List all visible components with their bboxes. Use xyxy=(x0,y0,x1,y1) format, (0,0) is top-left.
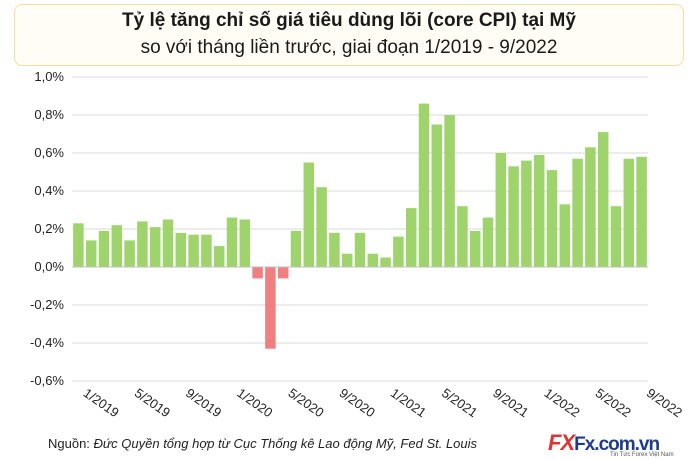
x-tick-label: 9/2022 xyxy=(644,385,685,420)
bar xyxy=(469,230,481,267)
bar xyxy=(213,246,225,267)
bar xyxy=(623,158,635,267)
x-tick-label: 9/2019 xyxy=(183,385,224,420)
y-tick-label: -0,6% xyxy=(30,373,64,388)
source-prefix: Nguồn: xyxy=(48,436,94,451)
x-tick-label: 9/2021 xyxy=(490,385,531,420)
bar xyxy=(367,253,379,267)
x-tick-label: 5/2020 xyxy=(285,385,326,420)
bar xyxy=(354,232,366,267)
logo-tagline: Tin Tức Forex Việt Nam xyxy=(610,452,674,458)
bar xyxy=(201,234,212,267)
bar xyxy=(405,208,417,267)
bar xyxy=(393,236,404,267)
logo-brand-text: Fx.com.vn xyxy=(574,434,660,455)
fx-logo: FXFx.com.vn Tin Tức Forex Việt Nam xyxy=(548,430,698,458)
bar xyxy=(546,170,558,267)
bar xyxy=(162,219,174,267)
chart-title-box: Tỷ lệ tăng chỉ số giá tiêu dùng lõi (cor… xyxy=(14,4,684,66)
logo-mark: FX xyxy=(548,430,575,455)
x-tick-label: 1/2020 xyxy=(234,385,275,420)
bar xyxy=(444,115,455,267)
bar xyxy=(418,103,430,267)
bar xyxy=(85,240,97,267)
y-tick-label: 0,2% xyxy=(34,221,64,236)
bar xyxy=(610,206,622,267)
bar xyxy=(149,227,161,267)
bar xyxy=(111,225,123,267)
chart-subtitle: so với tháng liền trước, giai đoạn 1/201… xyxy=(140,37,558,58)
y-tick-label: 0,8% xyxy=(34,107,64,122)
bar xyxy=(380,257,391,267)
x-tick-label: 5/2021 xyxy=(439,385,480,420)
y-tick-label: -0,2% xyxy=(30,297,64,312)
chart-title: Tỷ lệ tăng chỉ số giá tiêu dùng lõi (cor… xyxy=(122,10,576,31)
bar xyxy=(431,124,443,267)
core-cpi-bar-chart: -0,6% -0,4% -0,2% 0,0% 0,2% 0,4% 0,6% 0,8% 1,0% 1… xyxy=(30,69,685,420)
bar xyxy=(137,221,148,267)
bar xyxy=(252,267,263,279)
bar xyxy=(188,234,199,267)
bar xyxy=(585,147,596,267)
x-tick-label: 5/2019 xyxy=(132,385,173,420)
x-tick-label: 1/2019 xyxy=(81,385,122,420)
bar xyxy=(226,217,238,267)
bar xyxy=(329,232,340,267)
bar xyxy=(98,230,110,267)
bar xyxy=(277,267,289,279)
bar xyxy=(175,232,187,267)
logo-brand: FXFx.com.vn xyxy=(548,430,660,456)
x-tick-label: 9/2020 xyxy=(337,385,378,420)
bar xyxy=(572,158,583,267)
bar xyxy=(508,166,519,267)
source-note: Nguồn: Đức Quyền tổng hợp từ Cục Thống k… xyxy=(48,436,477,451)
x-tick-label: 1/2021 xyxy=(388,385,429,420)
bar xyxy=(533,154,545,267)
bar xyxy=(341,253,353,267)
bar xyxy=(124,240,135,267)
x-tick-label: 1/2022 xyxy=(541,385,582,420)
y-tick-label: 0,4% xyxy=(34,183,64,198)
bar xyxy=(482,217,494,267)
y-tick-label: 0,6% xyxy=(34,145,64,160)
bar xyxy=(521,160,532,267)
source-text: Đức Quyền tổng hợp từ Cục Thống kê Lao đ… xyxy=(93,436,478,451)
y-tick-label: 0,0% xyxy=(34,259,64,274)
bar xyxy=(457,206,468,267)
bar xyxy=(290,230,302,267)
bar xyxy=(636,156,647,267)
bar xyxy=(597,132,609,267)
bar xyxy=(265,267,276,349)
y-tick-label: 1,0% xyxy=(34,69,64,84)
bar xyxy=(559,204,571,267)
bar xyxy=(495,153,507,267)
bar xyxy=(73,223,84,267)
bar xyxy=(303,162,315,267)
bar xyxy=(316,187,327,267)
bar xyxy=(239,219,251,267)
y-tick-label: -0,4% xyxy=(30,335,64,350)
x-tick-label: 5/2022 xyxy=(593,385,634,420)
